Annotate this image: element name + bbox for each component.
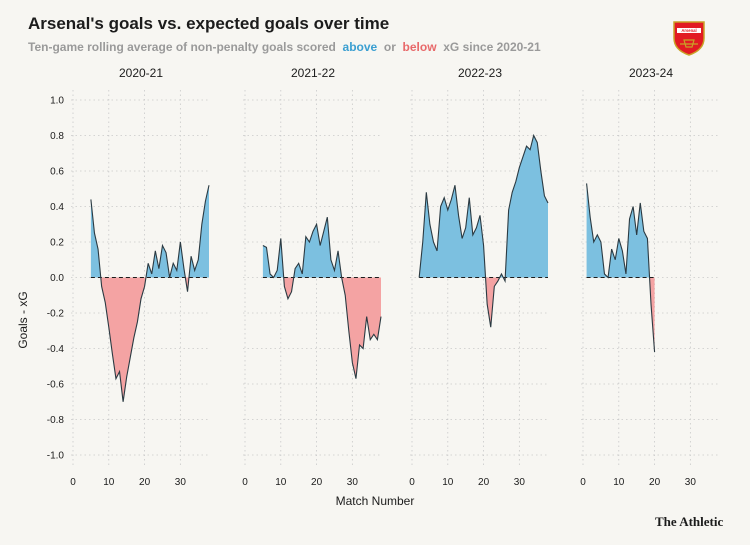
subtitle-suffix: xG since 2020-21 xyxy=(443,40,541,54)
area-above-xg xyxy=(419,135,548,278)
chart-subtitle: Ten-game rolling average of non-penalty … xyxy=(28,40,541,54)
panel-title: 2023-24 xyxy=(629,66,673,80)
y-tick-label: -1.0 xyxy=(47,451,65,462)
y-tick-label: 1.0 xyxy=(50,96,64,107)
series-line xyxy=(418,133,549,328)
panel-title: 2022-23 xyxy=(458,66,502,80)
x-tick-label: 20 xyxy=(311,477,323,488)
panel-title: 2020-21 xyxy=(119,66,163,80)
x-tick-label: 30 xyxy=(347,477,359,488)
x-tick-label: 20 xyxy=(649,477,661,488)
y-tick-label: 0.4 xyxy=(50,202,64,213)
y-tick-label: -0.8 xyxy=(47,415,65,426)
x-tick-label: 0 xyxy=(242,477,248,488)
subtitle-above-label: above xyxy=(342,40,378,54)
x-tick-label: 20 xyxy=(139,477,151,488)
x-tick-label: 10 xyxy=(442,477,454,488)
x-tick-label: 30 xyxy=(175,477,187,488)
x-tick-label: 10 xyxy=(613,477,625,488)
area-above-xg xyxy=(262,217,381,278)
y-tick-label: 0.2 xyxy=(50,238,64,249)
y-axis-label: Goals - xG xyxy=(16,291,30,349)
x-tick-label: 0 xyxy=(580,477,586,488)
x-tick-label: 30 xyxy=(514,477,526,488)
area-below-xg xyxy=(586,277,655,353)
area-above-xg xyxy=(586,183,655,278)
chart-title: Arsenal's goals vs. expected goals over … xyxy=(28,14,390,33)
area-above-xg xyxy=(90,185,209,278)
x-tick-label: 10 xyxy=(275,477,287,488)
x-tick-label: 30 xyxy=(685,477,697,488)
subtitle-below-label: below xyxy=(402,40,437,54)
y-tick-label: 0.6 xyxy=(50,167,64,178)
arsenal-crest-logo: Arsenal xyxy=(673,21,705,56)
series-line xyxy=(262,217,382,379)
logo-text: Arsenal xyxy=(681,28,696,33)
series-line xyxy=(586,183,656,353)
y-tick-label: -0.2 xyxy=(47,309,65,320)
y-tick-label: -0.6 xyxy=(47,380,65,391)
y-tick-label: 0.8 xyxy=(50,131,64,142)
subtitle-text: Ten-game rolling average of non-penalty … xyxy=(28,40,336,54)
x-tick-label: 20 xyxy=(478,477,490,488)
y-tick-label: 0.0 xyxy=(50,273,64,284)
series-line xyxy=(90,185,210,402)
x-axis-label: Match Number xyxy=(335,494,415,508)
y-tick-label: -0.4 xyxy=(47,344,65,355)
x-tick-label: 10 xyxy=(103,477,115,488)
x-tick-label: 0 xyxy=(409,477,415,488)
x-tick-label: 0 xyxy=(70,477,76,488)
area-below-xg xyxy=(90,277,209,402)
credit-text: The Athletic xyxy=(655,514,724,529)
subtitle-or: or xyxy=(383,40,396,54)
panel-title: 2021-22 xyxy=(291,66,335,80)
